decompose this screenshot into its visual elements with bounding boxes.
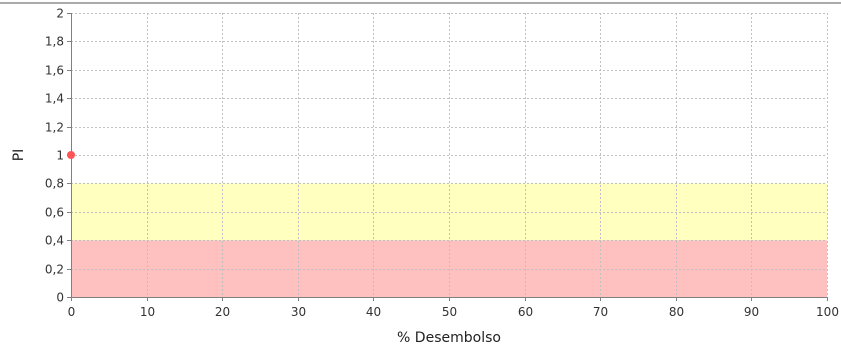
x-tick-label-8: 80: [669, 305, 684, 319]
x-tick-label-9: 90: [744, 305, 759, 319]
y-tick-label-8: 1,6: [45, 64, 64, 78]
y-tick-label-0: 0: [56, 291, 64, 305]
grid-layer: [71, 13, 828, 297]
y-axis-title: PI: [11, 149, 27, 162]
y-tick-label-9: 1,8: [45, 35, 64, 49]
x-tick-label-1: 10: [140, 305, 155, 319]
y-tick-label-4: 0,8: [45, 177, 64, 191]
y-tick-label-6: 1,2: [45, 121, 64, 135]
x-tick-label-3: 30: [291, 305, 306, 319]
x-tick-label-10: 100: [816, 305, 839, 319]
y-tick-label-1: 0,2: [45, 263, 64, 277]
y-tick-label-10: 2: [56, 7, 64, 21]
y-tick-label-2: 0,4: [45, 234, 64, 248]
x-tick-label-7: 70: [593, 305, 608, 319]
y-tick-label-3: 0,6: [45, 206, 64, 220]
x-tick-label-2: 20: [215, 305, 230, 319]
x-tick-label-6: 60: [518, 305, 533, 319]
band-1: [71, 183, 827, 241]
x-tick-label-4: 40: [366, 305, 381, 319]
x-axis-title: % Desembolso: [397, 330, 501, 346]
x-tick-label-5: 50: [442, 305, 457, 319]
y-tick-label-7: 1,4: [45, 92, 64, 106]
x-tick-label-0: 0: [68, 305, 76, 319]
data-point-0-0: [67, 151, 75, 159]
points-layer: [67, 151, 75, 159]
ticks-layer: 00,20,40,60,811,21,41,61,820 10 20 30 40 50 60…: [45, 7, 839, 320]
band-0: [71, 240, 827, 297]
y-tick-label-5: 1: [56, 149, 64, 163]
